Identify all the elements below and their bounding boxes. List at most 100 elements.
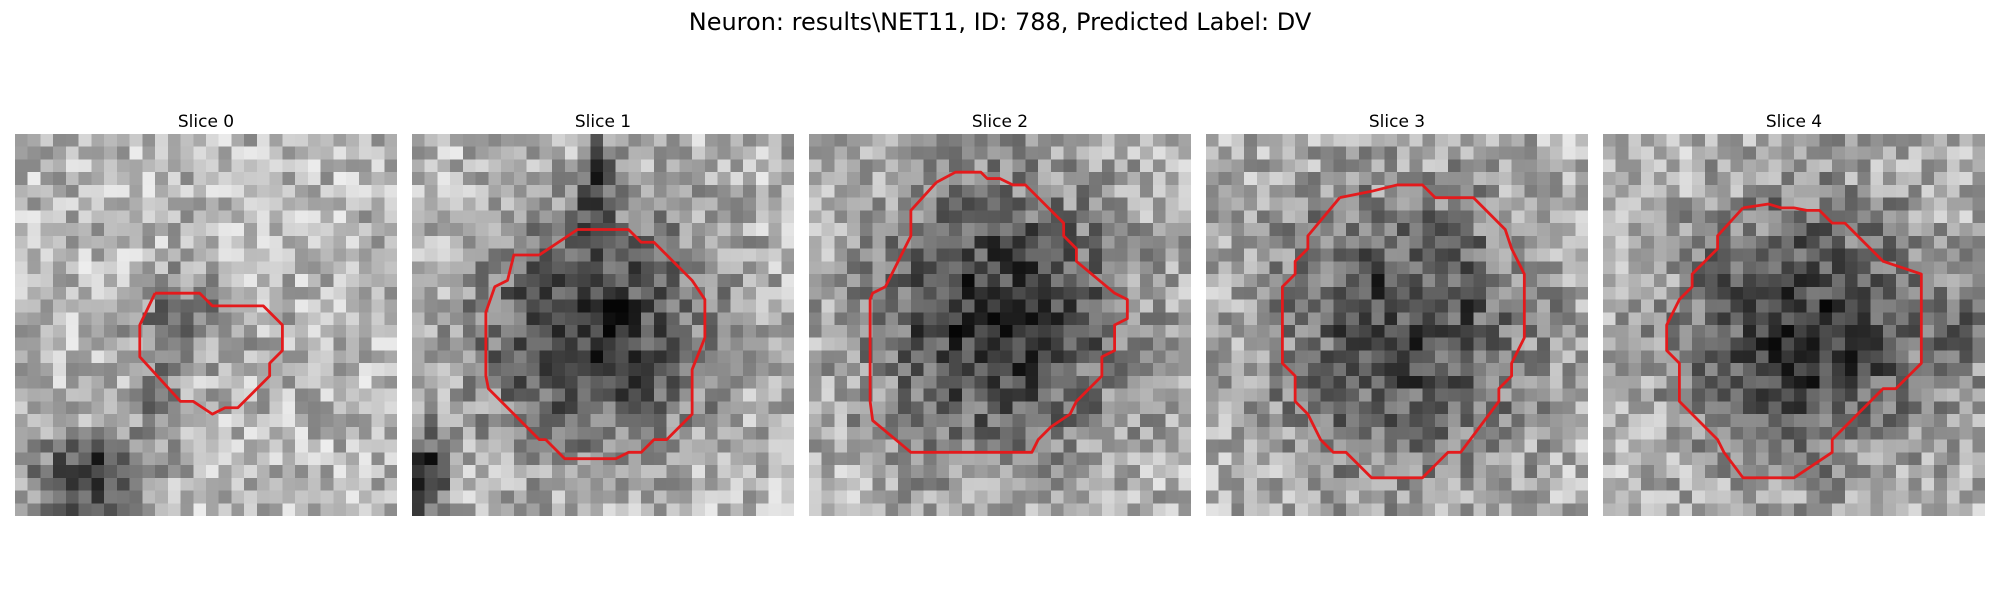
pixel <box>1000 375 1013 389</box>
pixel <box>346 159 360 173</box>
pixel <box>809 223 822 237</box>
pixel <box>1101 477 1115 491</box>
pixel <box>1012 146 1026 160</box>
pixel <box>1524 172 1538 186</box>
pixel <box>679 388 693 402</box>
pixel <box>180 172 194 186</box>
pixel <box>501 388 515 402</box>
pixel <box>1883 465 1897 479</box>
pixel <box>1384 350 1398 364</box>
pixel <box>641 414 655 428</box>
pixel <box>129 146 143 160</box>
pixel <box>1101 337 1115 351</box>
pixel <box>1447 299 1461 313</box>
pixel <box>755 235 769 249</box>
pixel <box>1666 248 1680 262</box>
pixel <box>1231 210 1245 224</box>
pixel <box>1959 439 1973 453</box>
pixel <box>628 134 642 147</box>
pixel <box>1628 312 1642 326</box>
pixel <box>526 337 540 351</box>
pixel <box>1038 286 1052 300</box>
pixel <box>1883 134 1897 147</box>
pixel <box>244 337 258 351</box>
pixel <box>462 490 476 504</box>
pixel <box>809 452 822 466</box>
pixel <box>1959 465 1973 479</box>
pixel <box>692 210 706 224</box>
pixel <box>371 134 385 147</box>
pixel <box>1384 325 1398 338</box>
pixel <box>1794 350 1807 364</box>
pixel <box>961 350 975 364</box>
pixel <box>1704 401 1718 415</box>
pixel <box>1127 210 1141 224</box>
pixel <box>1628 172 1642 186</box>
pixel <box>358 401 372 415</box>
pixel <box>1524 197 1538 211</box>
pixel <box>371 197 385 211</box>
pixel <box>104 146 118 160</box>
pixel <box>282 286 296 300</box>
pixel <box>768 134 782 147</box>
pixel <box>450 184 464 198</box>
pixel <box>1972 261 1985 275</box>
pixel <box>949 325 963 338</box>
pixel <box>1653 274 1667 288</box>
pixel <box>1114 350 1128 364</box>
pixel <box>1679 134 1693 147</box>
pixel <box>615 286 629 300</box>
pixel <box>1063 388 1077 402</box>
pixel <box>501 363 515 377</box>
pixel <box>859 223 873 237</box>
pixel <box>1358 248 1372 262</box>
pixel <box>1282 414 1296 428</box>
pixel <box>1537 261 1551 275</box>
pixel <box>641 134 655 147</box>
pixel <box>1307 235 1321 249</box>
pixel <box>104 388 118 402</box>
pixel <box>1832 134 1846 147</box>
pixel <box>1692 274 1706 288</box>
pixel <box>1165 439 1179 453</box>
pixel <box>193 261 207 275</box>
pixel <box>307 350 321 364</box>
pixel <box>1320 465 1334 479</box>
pixel <box>53 363 67 377</box>
pixel <box>295 388 309 402</box>
pixel <box>781 426 794 440</box>
pixel <box>603 465 616 479</box>
pixel <box>1603 312 1616 326</box>
pixel <box>412 426 425 440</box>
pixel <box>1883 375 1897 389</box>
pixel <box>1870 235 1884 249</box>
pixel <box>615 465 629 479</box>
pixel <box>155 235 169 249</box>
pixel <box>615 426 629 440</box>
pixel <box>78 401 92 415</box>
pixel <box>834 134 848 147</box>
pixel <box>346 197 360 211</box>
pixel <box>1050 465 1064 479</box>
pixel <box>898 159 912 173</box>
pixel <box>1908 375 1922 389</box>
pixel <box>1537 337 1551 351</box>
pixel <box>333 312 347 326</box>
pixel <box>564 426 578 440</box>
pixel <box>1384 452 1398 466</box>
pixel <box>269 337 283 351</box>
pixel <box>116 197 130 211</box>
pixel <box>539 503 553 516</box>
pixel <box>320 299 334 313</box>
pixel <box>475 184 489 198</box>
pixel <box>129 388 143 402</box>
pixel <box>1025 159 1039 173</box>
pixel <box>615 184 629 198</box>
pixel <box>1921 312 1935 326</box>
pixel <box>53 477 67 491</box>
pixel <box>1050 261 1064 275</box>
pixel <box>1244 235 1258 249</box>
pixel <box>755 274 769 288</box>
pixel <box>1422 490 1436 504</box>
pixel <box>936 134 950 147</box>
